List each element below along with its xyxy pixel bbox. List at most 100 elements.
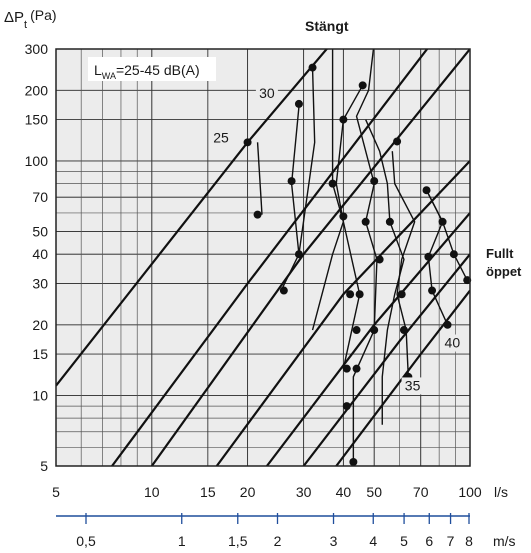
sound-note-bg: [88, 57, 216, 81]
data-marker-11: [370, 177, 379, 186]
velocity-tick-label-2: 1,5: [228, 533, 248, 549]
x-tick-label-1: 10: [144, 484, 160, 500]
y-tick-label-6: 50: [32, 223, 48, 239]
curve-label-bg-2: [401, 377, 424, 395]
curve-label-bg-1: [255, 85, 278, 103]
data-marker-22: [385, 217, 394, 226]
y-tick-label-9: 150: [25, 112, 49, 128]
curve-label-bg-0: [209, 129, 232, 147]
y-tick-label-4: 30: [32, 276, 48, 292]
data-marker-29: [428, 286, 437, 295]
velocity-tick-label-4: 3: [330, 533, 338, 549]
sound-curve-2: [298, 67, 316, 255]
data-marker-13: [375, 255, 384, 264]
velocity-tick-label-3: 2: [274, 533, 282, 549]
data-marker-30: [443, 320, 452, 329]
velocity-axis-label: m/s: [493, 533, 516, 549]
data-marker-6: [279, 286, 288, 295]
data-marker-1: [253, 210, 262, 219]
curve-label-3: 40: [445, 335, 461, 351]
data-marker-4: [308, 63, 317, 72]
duct-line-5: [302, 253, 470, 466]
data-marker-15: [352, 326, 361, 335]
plot-background: [56, 49, 470, 466]
velocity-tick-label-6: 5: [400, 533, 408, 549]
curve-labels: 25 30 35 40: [209, 85, 464, 395]
open-label-line2: öppet: [486, 264, 522, 279]
data-marker-18: [349, 458, 358, 467]
data-marker-21: [355, 290, 364, 299]
data-marker-19: [352, 364, 361, 373]
data-marker-8: [339, 212, 348, 221]
data-marker-33: [393, 137, 402, 146]
data-marker-9: [339, 115, 348, 124]
duct-line-2: [150, 49, 470, 466]
data-marker-28: [424, 252, 433, 261]
duct-line-1: [111, 49, 429, 466]
curve-label-bg-3: [441, 334, 464, 352]
data-marker-7: [328, 179, 337, 188]
grid: [55, 48, 471, 467]
x-tick-label-6: 50: [366, 484, 382, 500]
y-axis-label: ΔPt(Pa): [4, 7, 57, 31]
data-marker-12: [361, 217, 370, 226]
data-marker-10: [358, 81, 367, 90]
data-marker-20: [370, 326, 379, 335]
x-tick-label-8: 100: [458, 484, 482, 500]
x-tick-label-7: 70: [413, 484, 429, 500]
y-tick-label-10: 200: [25, 82, 49, 98]
velocity-tick-label-9: 8: [465, 533, 473, 549]
y-tick-label-3: 20: [32, 317, 48, 333]
y-tick-label-11: 300: [25, 41, 49, 57]
data-marker-5: [294, 250, 303, 259]
data-marker-16: [342, 364, 351, 373]
data-marker-32: [463, 276, 472, 285]
sound-curve-9: [425, 189, 468, 281]
y-tick-label-7: 70: [32, 189, 48, 205]
velocity-tick-labels: 0,5 1 1,5 2 3 4 5 6 7 8: [76, 513, 473, 549]
sound-note: LWA=25-45 dB(A): [94, 62, 200, 81]
data-marker-2: [294, 99, 303, 108]
y-tick-label-1: 10: [32, 387, 48, 403]
data-markers: [243, 63, 472, 467]
data-marker-27: [438, 217, 447, 226]
sound-curve-6: [365, 119, 405, 425]
curve-label-2: 35: [405, 377, 421, 393]
sound-curve-5: [352, 49, 378, 463]
data-marker-17: [342, 402, 351, 411]
data-marker-26: [422, 186, 431, 195]
duct-line-6: [335, 289, 470, 466]
x-tick-label-5: 40: [336, 484, 352, 500]
data-marker-24: [399, 326, 408, 335]
data-marker-31: [449, 250, 458, 259]
sound-curve-0: [256, 142, 263, 215]
x-tick-label-2: 15: [200, 484, 216, 500]
curve-label-0: 25: [213, 129, 229, 145]
x-axis-label: l/s: [494, 484, 508, 500]
x-tick-label-3: 20: [240, 484, 256, 500]
closed-label: Stängt: [305, 18, 349, 34]
data-marker-23: [397, 290, 406, 299]
velocity-tick-label-8: 7: [447, 533, 455, 549]
sound-curve-1: [280, 106, 300, 291]
velocity-tick-label-0: 0,5: [76, 533, 96, 549]
plot-frame: [55, 48, 471, 467]
duct-line-3: [215, 160, 470, 466]
velocity-tick-label-1: 1: [178, 533, 186, 549]
y-tick-labels: 5 10 15 20 30 40 50 70 100 150 200 300: [25, 41, 49, 474]
y-tick-label-8: 100: [25, 153, 49, 169]
y-tick-label-5: 40: [32, 246, 48, 262]
x-tick-labels: 5 10 15 20 30 40 50 70 100: [52, 484, 482, 500]
sound-curve-4: [335, 84, 364, 369]
velocity-tick-label-5: 4: [369, 533, 377, 549]
data-marker-0: [243, 138, 252, 147]
x-tick-label-4: 30: [296, 484, 312, 500]
y-tick-label-2: 15: [32, 346, 48, 362]
y-tick-label-0: 5: [40, 458, 48, 474]
data-marker-14: [346, 290, 355, 299]
x-tick-label-0: 5: [52, 484, 60, 500]
velocity-tick-label-7: 6: [425, 533, 433, 549]
data-marker-3: [287, 177, 296, 186]
open-label-line1: Fullt: [486, 246, 514, 261]
